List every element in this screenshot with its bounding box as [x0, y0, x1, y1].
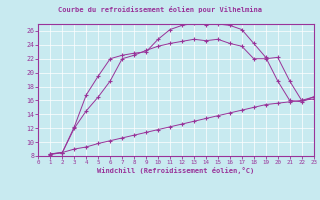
Text: Courbe du refroidissement éolien pour Vilhelmina: Courbe du refroidissement éolien pour Vi…: [58, 6, 262, 13]
X-axis label: Windchill (Refroidissement éolien,°C): Windchill (Refroidissement éolien,°C): [97, 167, 255, 174]
